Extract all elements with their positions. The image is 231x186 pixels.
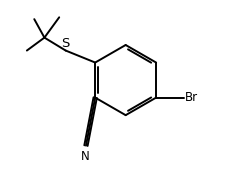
Text: N: N xyxy=(81,150,89,163)
Text: Br: Br xyxy=(185,91,198,104)
Text: S: S xyxy=(61,37,70,50)
